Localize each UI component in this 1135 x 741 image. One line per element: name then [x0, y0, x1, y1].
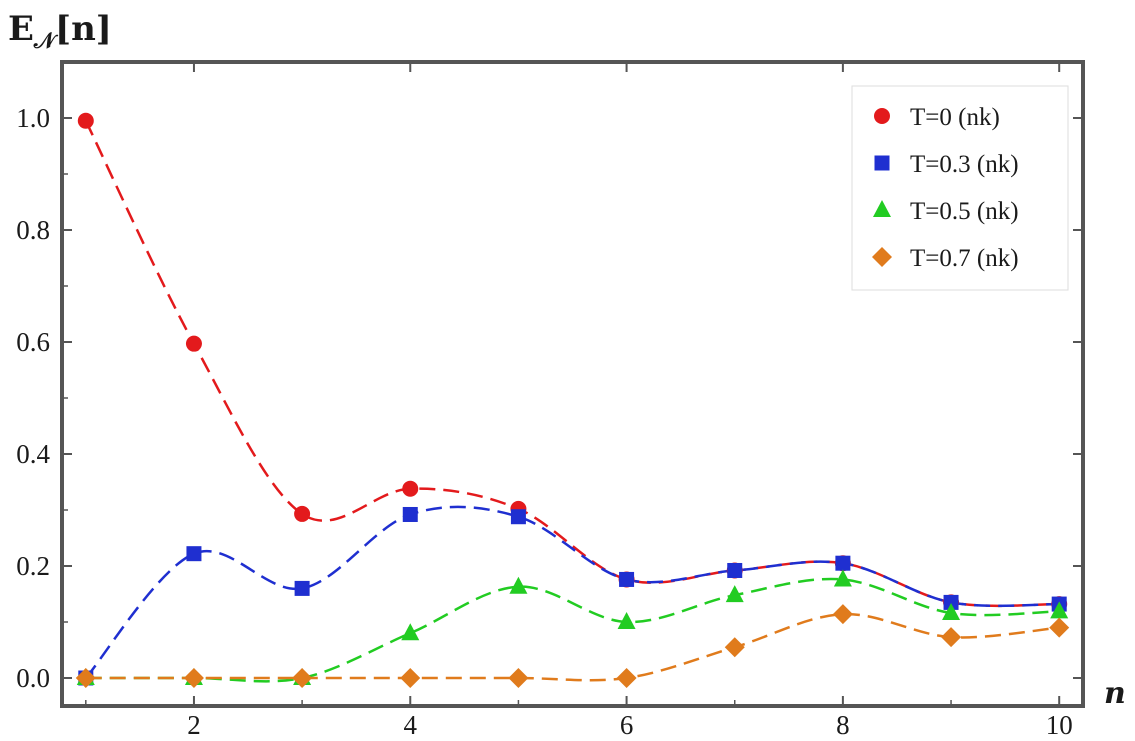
y-tick-label: 0.6: [16, 327, 50, 357]
series-3-point: [400, 668, 421, 688]
series-2-point: [1050, 601, 1069, 619]
x-tick-label: 8: [836, 710, 850, 740]
series-0-point: [185, 335, 202, 352]
x-axis-title: n: [1104, 676, 1126, 711]
series-2-point: [617, 612, 636, 629]
plot-frame: [60, 60, 1085, 708]
x-tick-label: 4: [404, 710, 418, 740]
series-2-point: [509, 576, 528, 594]
x-tick-label: 10: [1046, 710, 1073, 740]
series-3-point: [1049, 617, 1070, 638]
series-1-point: [943, 594, 959, 610]
y-tick-label: 1.0: [16, 103, 50, 133]
series-line-1: [84, 505, 1060, 679]
series-0-point: [294, 505, 311, 522]
y-axis-title-argument: [n]: [55, 9, 112, 49]
series-1-point: [835, 555, 851, 571]
series-3-point: [616, 668, 637, 688]
x-tick-label: 2: [187, 710, 201, 740]
series-line-0: [84, 120, 1060, 608]
y-tick-label: 0.4: [16, 439, 50, 469]
series-3-point: [508, 668, 529, 688]
legend-marker: [874, 155, 890, 171]
plot-area: 2 4 6 8 10 0.0 0.2 0.4 0.6 0.8 1.0: [16, 60, 1085, 740]
series-1-point: [510, 509, 526, 525]
legend-label: T=0.5 (nk): [910, 198, 1019, 225]
series-1-point: [186, 546, 202, 562]
series-0-point: [77, 112, 94, 129]
legend-marker: [874, 108, 890, 124]
series-3-point: [941, 627, 962, 648]
series-3-point: [832, 604, 853, 625]
series-0-point: [402, 480, 419, 497]
y-tick-label: 0.0: [16, 663, 50, 693]
series-line-2: [85, 577, 1060, 683]
legend-label: T=0.3 (nk): [910, 151, 1019, 178]
legend-marker: [872, 247, 892, 267]
series-3-point: [183, 668, 204, 688]
legend: T=0 (nk) T=0.3 (nk) T=0.5 (nk) T=0.7 (nk): [851, 85, 1069, 291]
y-axis-title: E𝒩[n]: [8, 9, 112, 54]
series-1-point: [402, 506, 418, 522]
series-line-3: [85, 612, 1060, 682]
legend-label: T=0.7 (nk): [910, 245, 1019, 272]
series-2-point: [401, 623, 420, 641]
series-3-point: [724, 637, 745, 658]
x-tick-label: 6: [620, 710, 634, 740]
y-tick-label: 0.2: [16, 551, 50, 581]
y-axis-title-subscript: 𝒩: [33, 28, 59, 54]
y-tick-label: 0.8: [16, 215, 50, 245]
series-2-point: [942, 603, 961, 621]
legend-marker: [873, 200, 891, 217]
series-1-point: [727, 562, 743, 578]
series-2-point: [833, 569, 852, 587]
legend-label: T=0 (nk): [910, 104, 1000, 131]
series-1-point: [619, 571, 635, 587]
y-axis-title-main: E: [8, 9, 34, 49]
series-1-point: [294, 580, 310, 596]
series-3-point: [292, 668, 313, 688]
series-2-point: [725, 585, 744, 603]
series-3-point: [75, 668, 96, 688]
